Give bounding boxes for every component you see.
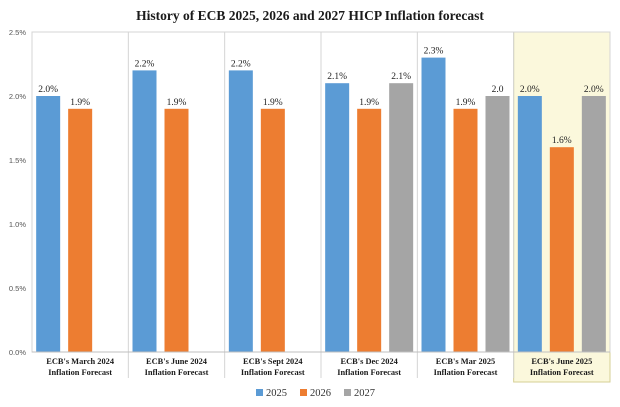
category-label: ECB's Sept 2024 xyxy=(243,357,303,366)
data-label: 1.6% xyxy=(552,136,572,146)
y-tick-label: 2.5% xyxy=(9,28,26,37)
data-label: 2.0% xyxy=(584,85,604,95)
bar-2026 xyxy=(453,108,478,352)
data-label: 2.2% xyxy=(231,59,251,69)
bar-2026 xyxy=(260,108,285,352)
legend-swatch xyxy=(300,389,307,396)
legend-swatch xyxy=(256,389,263,396)
bar-2027 xyxy=(389,83,414,352)
bar-2026 xyxy=(357,108,382,352)
y-tick-label: 1.5% xyxy=(9,156,26,165)
bar-2026 xyxy=(68,108,93,352)
bar-2026 xyxy=(164,108,189,352)
y-tick-label: 1.0% xyxy=(9,220,26,229)
data-label: 1.9% xyxy=(263,98,283,108)
legend-label: 2027 xyxy=(354,388,375,399)
y-tick-label: 2.0% xyxy=(9,92,26,101)
data-label: 1.9% xyxy=(359,98,379,108)
data-label: 1.9% xyxy=(167,98,187,108)
bar-2025 xyxy=(421,57,446,352)
data-label: 2.2% xyxy=(135,59,155,69)
legend-swatch xyxy=(344,389,351,396)
data-label: 2.1% xyxy=(391,72,411,82)
y-tick-label: 0.5% xyxy=(9,284,26,293)
category-label: ECB's March 2024 xyxy=(46,357,115,366)
bar-2025 xyxy=(228,70,253,353)
data-label: 2.0% xyxy=(38,85,58,95)
data-label: 2.3% xyxy=(424,47,444,57)
chart-title: History of ECB 2025, 2026 and 2027 HICP … xyxy=(136,8,484,23)
category-label: Inflation Forecast xyxy=(434,368,498,377)
legend-label: 2025 xyxy=(266,388,287,399)
bar-2025 xyxy=(132,70,157,353)
category-label: Inflation Forecast xyxy=(530,368,594,377)
bar-2025 xyxy=(36,96,61,352)
data-label: 1.9% xyxy=(456,98,476,108)
category-label: ECB's Mar 2025 xyxy=(436,357,495,366)
category-label: ECB's June 2025 xyxy=(531,357,592,366)
bar-2027 xyxy=(581,96,606,352)
bar-2025 xyxy=(517,96,542,352)
category-label: Inflation Forecast xyxy=(48,368,112,377)
data-label: 2.0 xyxy=(492,85,504,95)
bar-2026 xyxy=(549,147,574,352)
category-label: Inflation Forecast xyxy=(241,368,305,377)
y-tick-label: 0.0% xyxy=(9,348,26,357)
bar-2025 xyxy=(325,83,350,352)
legend-label: 2026 xyxy=(310,388,331,399)
category-label: Inflation Forecast xyxy=(337,368,401,377)
data-label: 2.0% xyxy=(520,85,540,95)
bar-2027 xyxy=(485,96,510,352)
category-label: ECB's June 2024 xyxy=(146,357,208,366)
category-label: Inflation Forecast xyxy=(145,368,209,377)
data-label: 1.9% xyxy=(70,98,90,108)
data-label: 2.1% xyxy=(327,72,347,82)
category-label: ECB's Dec 2024 xyxy=(341,357,399,366)
